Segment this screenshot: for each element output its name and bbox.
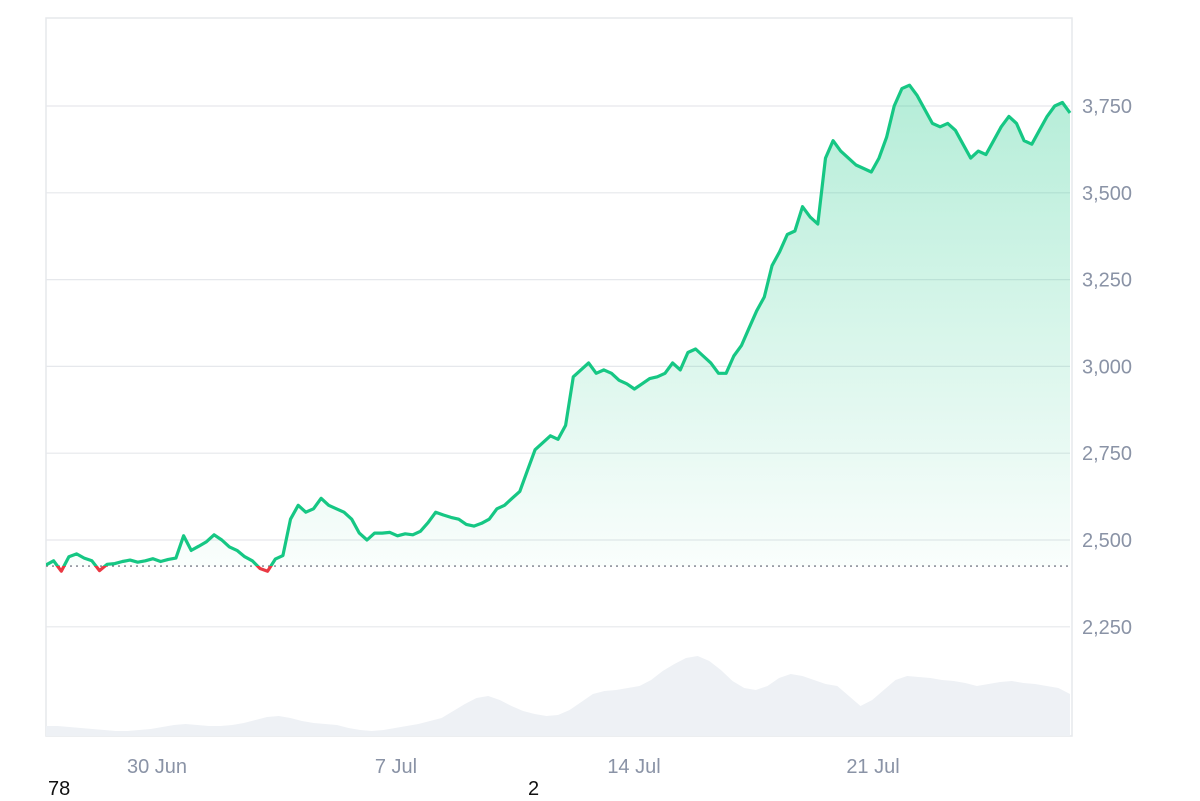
x-tick-label: 7 Jul (375, 756, 417, 778)
y-tick-label: 2,250 (1082, 617, 1132, 639)
y-tick-label: 3,500 (1082, 183, 1132, 205)
price-line-up (46, 83, 1072, 567)
y-tick-label: 3,250 (1082, 270, 1132, 292)
y-tick-label: 3,750 (1082, 96, 1132, 118)
footer-left-label: 78 (48, 778, 71, 800)
volume-area (46, 656, 1070, 736)
y-tick-label: 2,500 (1082, 530, 1132, 552)
x-tick-label: 30 Jun (127, 756, 187, 778)
y-tick-label: 3,000 (1082, 356, 1132, 378)
x-tick-label: 21 Jul (846, 756, 899, 778)
price-area-fill (46, 85, 1070, 567)
x-tick-label: 14 Jul (607, 756, 660, 778)
y-tick-label: 2,750 (1082, 443, 1132, 465)
footer-mid-label: 2 (528, 778, 540, 800)
